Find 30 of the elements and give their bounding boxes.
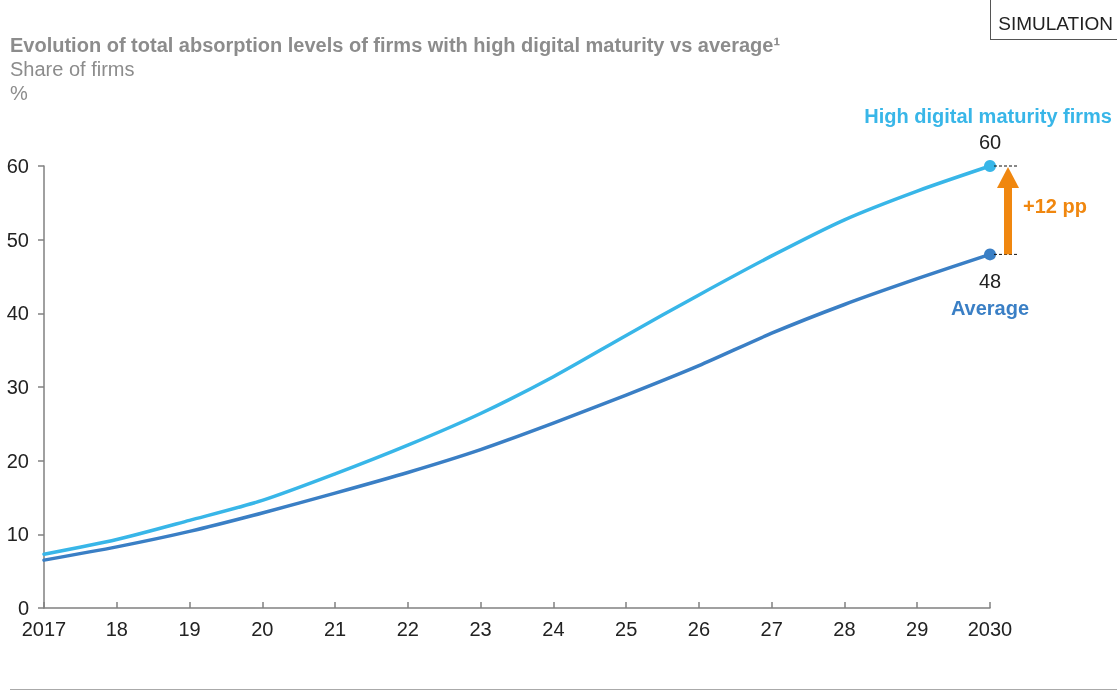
x-tick-label: 22: [396, 618, 419, 640]
text: +12 pp: [1023, 195, 1087, 218]
y-tick-label: 30: [6, 376, 29, 398]
x-tick-label: 20: [251, 618, 274, 640]
y-tick-label: 20: [6, 449, 29, 472]
x-tick-label: 24: [542, 618, 565, 640]
data-label: 60: [978, 131, 1002, 153]
data-label: 48: [978, 270, 1002, 293]
x-tick-label: 19: [178, 618, 201, 640]
y-tick-label: 50: [6, 228, 29, 251]
x-tick-label: 23: [469, 618, 492, 640]
x-tick-label: 2017: [21, 618, 67, 640]
x-tick-label: 25: [615, 618, 638, 640]
y-tick-label: 60: [6, 155, 29, 177]
x-tick-label: 28: [833, 618, 856, 640]
y-tick-label: 40: [6, 302, 29, 325]
text: High digital maturity firms: [864, 105, 1112, 127]
x-tick-label: 2030: [967, 618, 1013, 640]
y-tick-label: 0: [17, 597, 29, 619]
x-tick-label: 21: [323, 618, 347, 640]
chart-title: Evolution of total absorption levels of firms with high digital maturity vs average¹: [10, 33, 781, 57]
y-tick-label: 10: [6, 523, 29, 546]
x-tick-label: 27: [760, 618, 783, 640]
series-label: Average: [950, 297, 1030, 320]
chart-subtitle: Share of firms: [10, 57, 136, 81]
text: SIMULATION: [990, 0, 1117, 40]
y-axis-title: %: [10, 81, 29, 105]
x-tick-label: 18: [105, 618, 128, 640]
x-tick-label: 29: [906, 618, 929, 640]
x-tick-label: 26: [687, 618, 711, 640]
